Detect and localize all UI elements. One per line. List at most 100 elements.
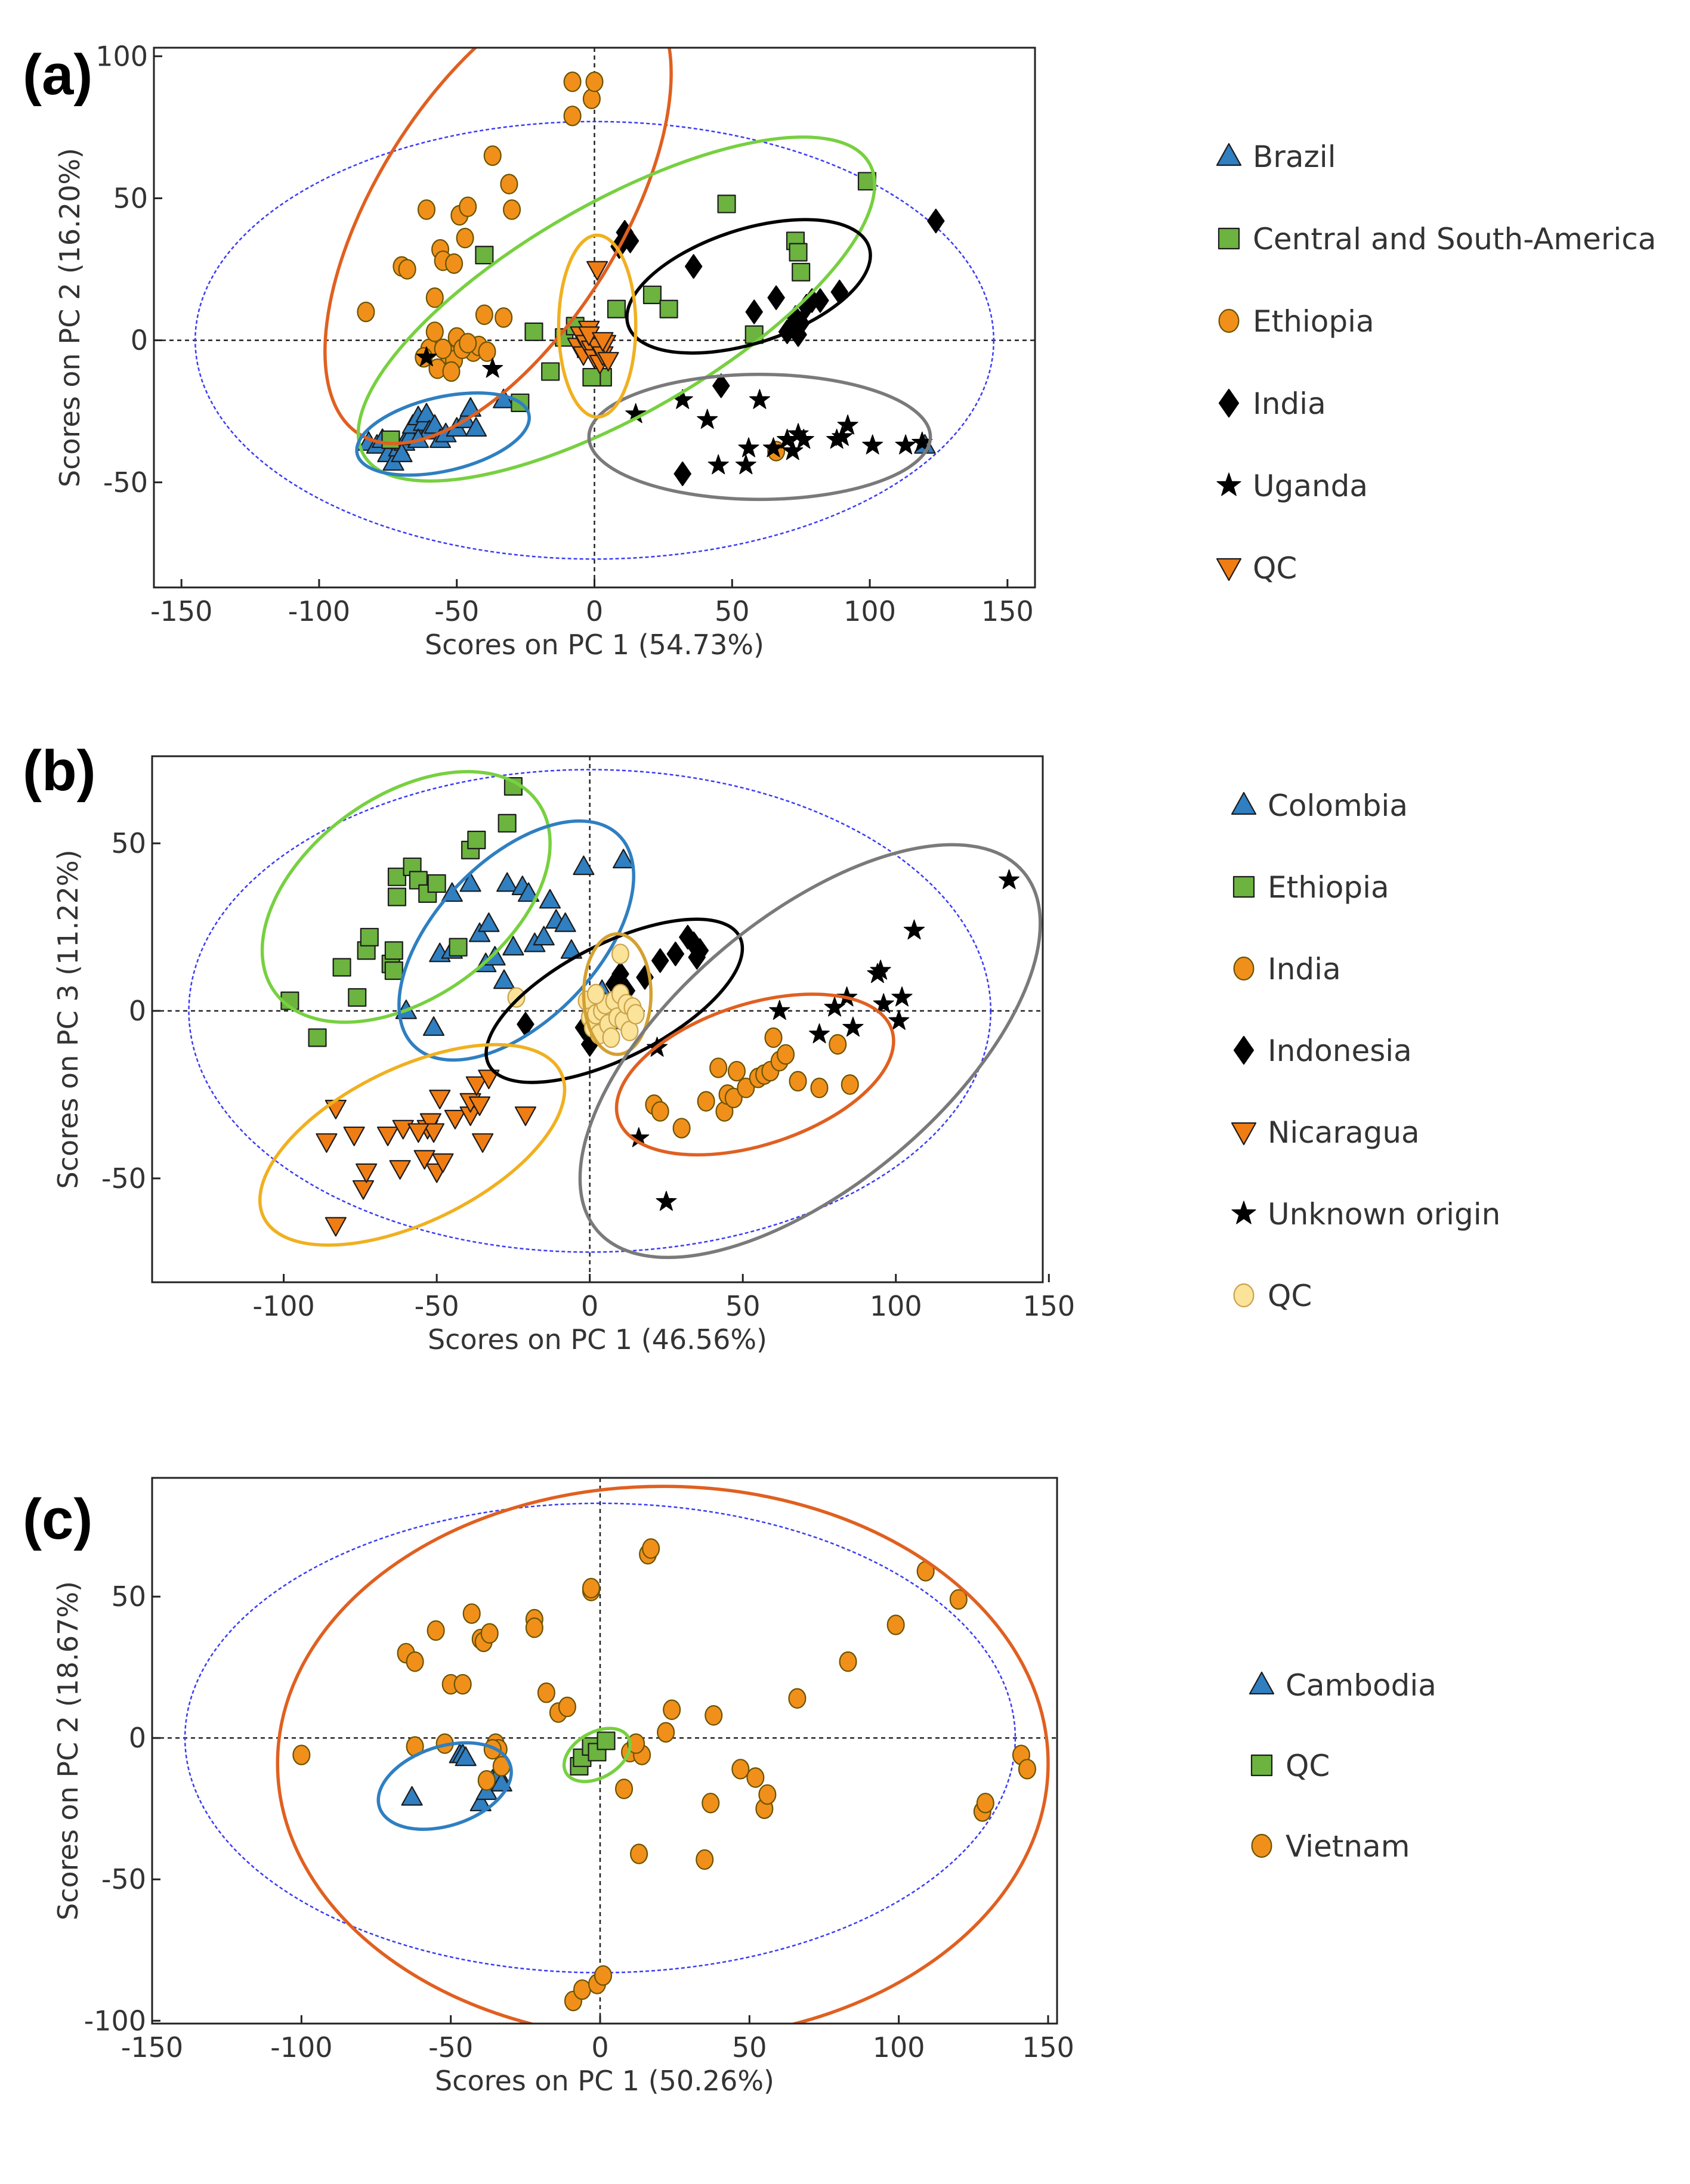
y-tick-label: -100: [84, 2004, 146, 2037]
data-point: [824, 996, 845, 1017]
legend-label: Uganda: [1253, 469, 1368, 503]
data-point: [582, 1577, 601, 1599]
group-ellipse-cambodia: [376, 1741, 513, 1831]
x-tick-label: -100: [288, 595, 350, 627]
data-point: [808, 1023, 830, 1044]
data-point: [782, 440, 804, 460]
x-axis-label: Scores on PC 1 (46.56%): [428, 1323, 767, 1356]
data-point: [738, 437, 759, 457]
y-axis-label: Scores on PC 2 (18.67%): [52, 1581, 84, 1920]
data-point: [316, 1133, 338, 1153]
data-point: [391, 443, 413, 462]
data-point: [468, 1096, 491, 1116]
group-ellipse-qc: [562, 1727, 632, 1783]
data-point: [656, 1190, 677, 1211]
plot-area: [152, 1478, 1057, 2024]
y-tick-label: 0: [129, 1722, 146, 1754]
data-point: [537, 1682, 555, 1703]
data-point: [387, 887, 406, 907]
data-point: [737, 1077, 755, 1099]
data-point: [585, 71, 604, 92]
x-tick-label: 100: [873, 2031, 925, 2064]
panel-c: (c)-150 -100 -50 0 50 100 150-100-50050Scores …: [23, 1477, 1436, 2097]
legend-marker: [1216, 472, 1241, 496]
y-axis-label: Scores on PC 2 (16.20%): [54, 148, 86, 487]
data-point: [444, 1109, 466, 1130]
legend-marker: [1218, 388, 1240, 418]
data-point: [483, 145, 502, 166]
data-point: [502, 199, 521, 220]
data-point: [563, 106, 582, 126]
data-point: [745, 299, 763, 324]
data-point: [384, 961, 403, 980]
data-point: [651, 948, 669, 973]
group-ellipse-ethiopia: [260, 770, 552, 1024]
data-point: [480, 1623, 499, 1644]
data-point: [586, 983, 605, 1005]
data-point: [495, 307, 513, 328]
legend-marker: [1232, 876, 1255, 898]
data-point: [792, 311, 810, 336]
series-qc: [567, 261, 619, 375]
legend-marker: [1231, 1122, 1257, 1146]
data-point: [712, 373, 730, 398]
legend-label: QC: [1253, 551, 1297, 586]
data-point: [496, 872, 518, 892]
data-point: [702, 1792, 720, 1814]
data-point: [459, 333, 477, 354]
legend-label: Central and South-America: [1253, 222, 1656, 256]
data-point: [903, 919, 925, 940]
data-point: [666, 941, 685, 967]
group-ellipse-colombia: [397, 819, 635, 1062]
data-point: [657, 1722, 675, 1743]
data-point: [472, 1133, 494, 1153]
legend-marker: [1249, 1671, 1275, 1695]
data-point: [642, 1538, 660, 1559]
series-central-and-south-america: [381, 172, 876, 449]
legend-label: QC: [1286, 1749, 1330, 1783]
y-axis-label: Scores on PC 3 (11.22%): [52, 849, 84, 1189]
x-tick-label: 0: [586, 595, 603, 627]
data-point: [387, 867, 406, 886]
data-point: [401, 1786, 423, 1806]
x-tick-label: 50: [715, 595, 750, 627]
series-ethiopia: [357, 71, 786, 462]
data-point: [792, 262, 811, 281]
data-point: [478, 1069, 500, 1090]
legend-label: Unknown origin: [1268, 1197, 1500, 1232]
data-point: [870, 960, 891, 980]
y-tick-label: 50: [113, 182, 148, 214]
legend: Colombia Ethiopia India Indonesia Nicaragua U…: [1231, 788, 1500, 1313]
data-point: [343, 1126, 365, 1146]
data-point: [746, 1767, 765, 1788]
data-point: [788, 1688, 807, 1709]
legend-label: Indonesia: [1268, 1034, 1412, 1068]
group-ellipse-india: [614, 992, 895, 1157]
data-point: [453, 1673, 472, 1695]
data-point: [602, 1027, 620, 1048]
x-tick-label: -100: [252, 1290, 314, 1322]
series-qc: [570, 1731, 616, 1776]
group-ellipse-india: [625, 218, 872, 355]
data-point: [459, 872, 481, 892]
data-point: [413, 1150, 435, 1170]
data-point: [793, 428, 814, 449]
group-ellipse-unknown-origin: [578, 843, 1042, 1260]
y-tick-label: 0: [129, 995, 146, 1027]
data-point: [517, 882, 540, 902]
group-ellipse-vietnam: [276, 1484, 1050, 2024]
data-point: [697, 1091, 715, 1112]
data-point: [429, 1090, 451, 1109]
legend-marker: [1231, 1201, 1256, 1224]
data-point: [325, 1217, 347, 1237]
data-point: [615, 1778, 634, 1799]
data-point: [607, 299, 626, 318]
data-point: [769, 1000, 790, 1020]
x-tick-label: 50: [725, 1290, 761, 1322]
data-point: [672, 1118, 691, 1139]
data-point: [360, 927, 379, 946]
data-point: [427, 1620, 445, 1641]
data-point: [376, 1126, 399, 1146]
data-point: [493, 969, 515, 989]
data-point: [416, 346, 437, 367]
